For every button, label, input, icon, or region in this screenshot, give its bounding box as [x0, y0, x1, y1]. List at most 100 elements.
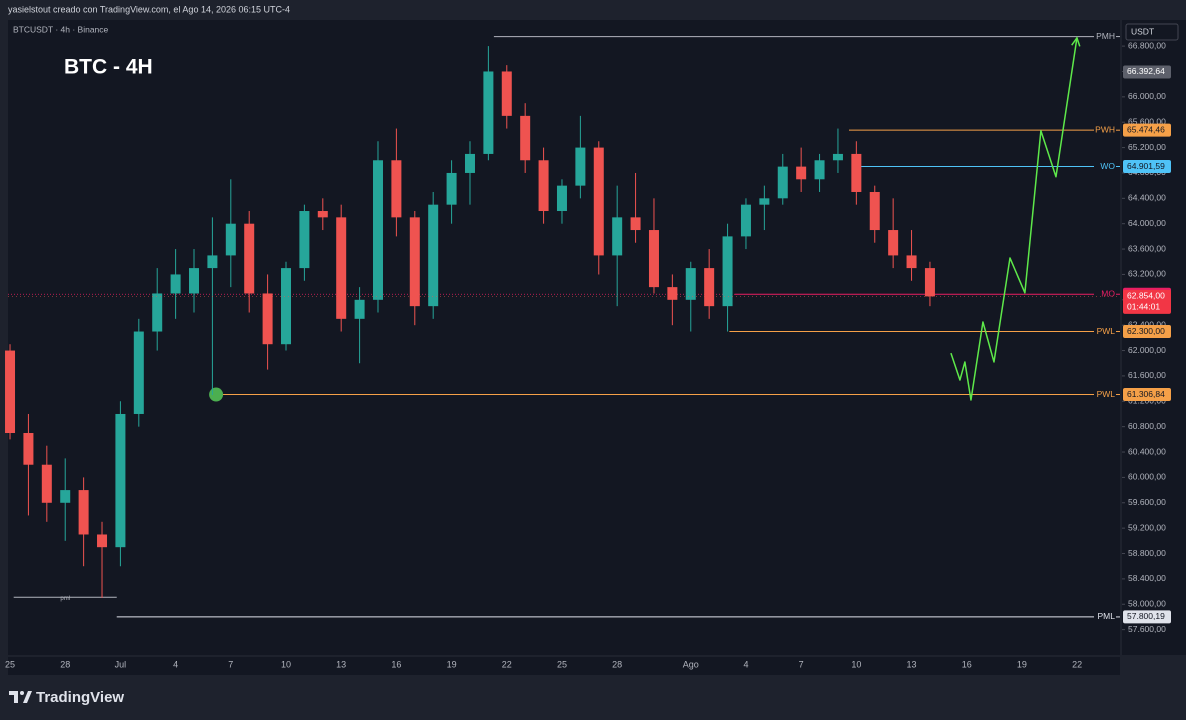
projection-line: [950, 37, 1078, 401]
candle-body: [317, 211, 328, 218]
level-name: PMH: [1096, 31, 1115, 41]
candle-body: [851, 153, 862, 192]
chart-title: BTC - 4H: [64, 56, 153, 79]
candle-body: [924, 268, 935, 297]
level-badge: [1123, 160, 1171, 174]
x-tick-label: 7: [799, 659, 804, 669]
y-tick-label: 65.200,00: [1128, 142, 1166, 152]
candle-body: [97, 534, 108, 548]
pml-label: pml: [60, 596, 70, 602]
level-name: MO: [1101, 288, 1115, 298]
level-name: PML: [1098, 611, 1116, 621]
y-tick-label: 58.000,00: [1128, 599, 1166, 609]
countdown: 01:44:01: [1127, 302, 1160, 312]
candle-body: [60, 490, 71, 503]
candle-body: [612, 217, 623, 256]
y-tick-label: 66.800,00: [1128, 40, 1166, 50]
marker-price-badge-label: 66.392,64: [1127, 66, 1165, 76]
candle-body: [556, 185, 567, 212]
candle-body: [832, 153, 843, 161]
y-tick-label: 59.600,00: [1128, 497, 1166, 507]
x-tick-label: 4: [173, 659, 178, 669]
y-tick-label: 66.000,00: [1128, 91, 1166, 101]
symbol: BTCUSDT · 4h · Binance: [13, 24, 109, 34]
credit: yasielstout creado con TradingView.com, …: [8, 4, 290, 14]
y-tick-label: 60.800,00: [1128, 421, 1166, 431]
x-tick-label: 19: [447, 659, 457, 669]
x-tick-label: 7: [228, 659, 233, 669]
candle-body: [281, 268, 291, 345]
time-axis: [8, 657, 1120, 675]
y-tick-label: 63.600,00: [1128, 243, 1166, 253]
candle-body: [464, 153, 475, 173]
level-badge: [1123, 388, 1171, 402]
candle-body: [78, 490, 89, 535]
x-tick-label: 25: [557, 659, 567, 669]
candle-body: [391, 160, 402, 218]
candle-body: [225, 223, 236, 256]
candle-body: [207, 255, 218, 269]
marker-price-badge: [1123, 65, 1171, 79]
candle-body: [152, 293, 163, 332]
x-tick-label: 10: [281, 659, 291, 669]
currency-box: [1125, 23, 1179, 41]
y-tick-label: 65.600,00: [1128, 116, 1166, 126]
candle-body: [5, 350, 16, 434]
x-tick-label: 16: [962, 659, 972, 669]
level-badge-label: 62.300,00: [1127, 326, 1165, 336]
level-name: PWH: [1095, 124, 1115, 134]
y-tick-label: 58.400,00: [1128, 573, 1166, 583]
candle-body: [520, 115, 531, 161]
candle-body: [189, 268, 200, 294]
y-tick-label: 57.600,00: [1128, 624, 1166, 634]
x-tick-label: 10: [851, 659, 861, 669]
level-badge: [1123, 123, 1171, 137]
candle-body: [888, 230, 899, 256]
currency: USDT: [1131, 26, 1154, 36]
level-badge-label: 57.800,19: [1127, 611, 1165, 621]
x-tick-label: 4: [743, 659, 748, 669]
candle-body: [575, 147, 586, 186]
candle-body: [538, 160, 549, 212]
x-tick-label: Jul: [115, 659, 127, 669]
y-tick-label: 62.400,00: [1128, 319, 1166, 329]
candle-body: [906, 255, 917, 269]
x-tick-label: 22: [502, 659, 512, 669]
candle-body: [648, 230, 659, 288]
last-price-label: 62.854,00: [1127, 291, 1165, 301]
candle-body: [409, 217, 420, 307]
candle-body: [869, 191, 880, 231]
candle-body: [170, 274, 181, 294]
candle-body: [336, 217, 347, 319]
candle-body: [23, 433, 34, 465]
level-dot: [209, 387, 224, 402]
level-badge: [1123, 610, 1171, 624]
candle-body: [814, 160, 825, 180]
y-tick-label: 64.400,00: [1128, 193, 1166, 203]
candle-body: [704, 268, 715, 307]
candle-body: [262, 293, 273, 345]
candle-body: [354, 299, 365, 319]
level-name: WO: [1100, 161, 1115, 171]
level-badge-label: 61.306,84: [1127, 389, 1165, 399]
y-tick-label: 63.200,00: [1128, 269, 1166, 279]
candle-body: [115, 413, 126, 548]
x-tick-label: Ago: [683, 659, 699, 669]
x-tick-label: 25: [5, 659, 15, 669]
candle-body: [630, 217, 641, 231]
projection-arrowhead: [1071, 36, 1081, 47]
plot-area: [8, 20, 1120, 655]
candle-body: [133, 331, 144, 414]
candle-body: [483, 71, 494, 154]
level-badge-label: 64.901,59: [1127, 161, 1165, 171]
x-tick-label: 28: [612, 659, 622, 669]
candle-body: [41, 464, 52, 503]
y-tick-label: 58.800,00: [1128, 548, 1166, 558]
level-name: PWL: [1097, 389, 1116, 399]
brand: TradingView: [36, 689, 124, 706]
candle-body: [759, 198, 770, 205]
x-tick-label: 22: [1072, 659, 1082, 669]
candle-body: [796, 166, 807, 180]
y-tick-label: 61.600,00: [1128, 370, 1166, 380]
